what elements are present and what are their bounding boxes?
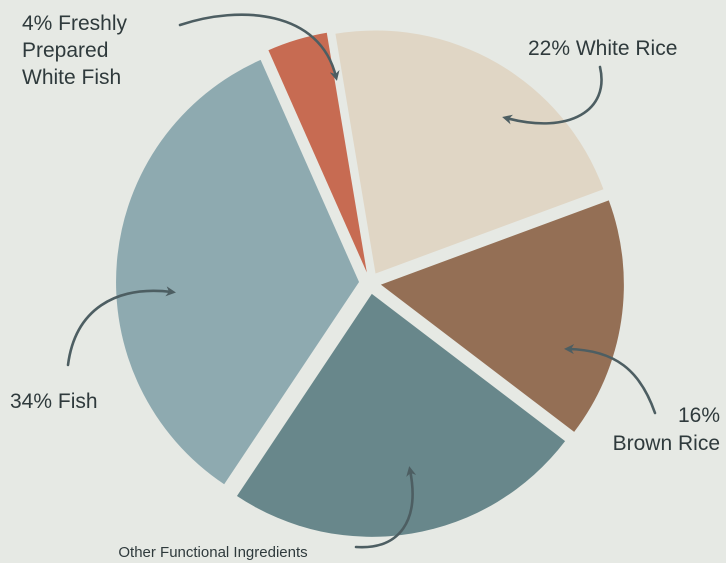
arrow-other-functional-ingredients [354, 466, 417, 549]
label-fish: 34% Fish [10, 390, 98, 413]
label-line: Other Functional Ingredients [118, 544, 307, 561]
label-line: 4% Freshly [22, 12, 128, 35]
pie-slice-freshly-prepared-white-fish [268, 32, 367, 273]
label-white-rice: 22% White Rice [528, 37, 677, 60]
label-line: Brown Rice [613, 432, 720, 455]
pie-slices [116, 30, 624, 537]
slice-labels: 22% White Rice 16% Brown Rice Other Functio… [10, 12, 720, 561]
pie-slice-fish [116, 59, 360, 485]
label-line: 22% White Rice [528, 37, 677, 60]
label-line: White Fish [22, 66, 121, 89]
arrow-white-rice [502, 65, 603, 125]
pie-slice-white-rice [335, 30, 604, 274]
arrow-freshly-prepared-white-fish [178, 13, 340, 81]
label-line: 16% [678, 404, 720, 427]
label-line: Prepared [22, 39, 108, 62]
pie-slice-brown-rice [380, 200, 624, 432]
label-brown-rice: 16% Brown Rice [613, 404, 720, 455]
pie-slice-other-functional-ingredients [236, 293, 566, 537]
arrow-fish [66, 286, 176, 367]
label-other-functional-ingredients: Other Functional Ingredients [118, 544, 307, 561]
label-freshly-prepared-white-fish: 4% Freshly Prepared White Fish [22, 12, 128, 89]
arrow-brown-rice [564, 344, 657, 415]
annotation-arrows [66, 13, 657, 549]
label-line: 34% Fish [10, 390, 98, 413]
